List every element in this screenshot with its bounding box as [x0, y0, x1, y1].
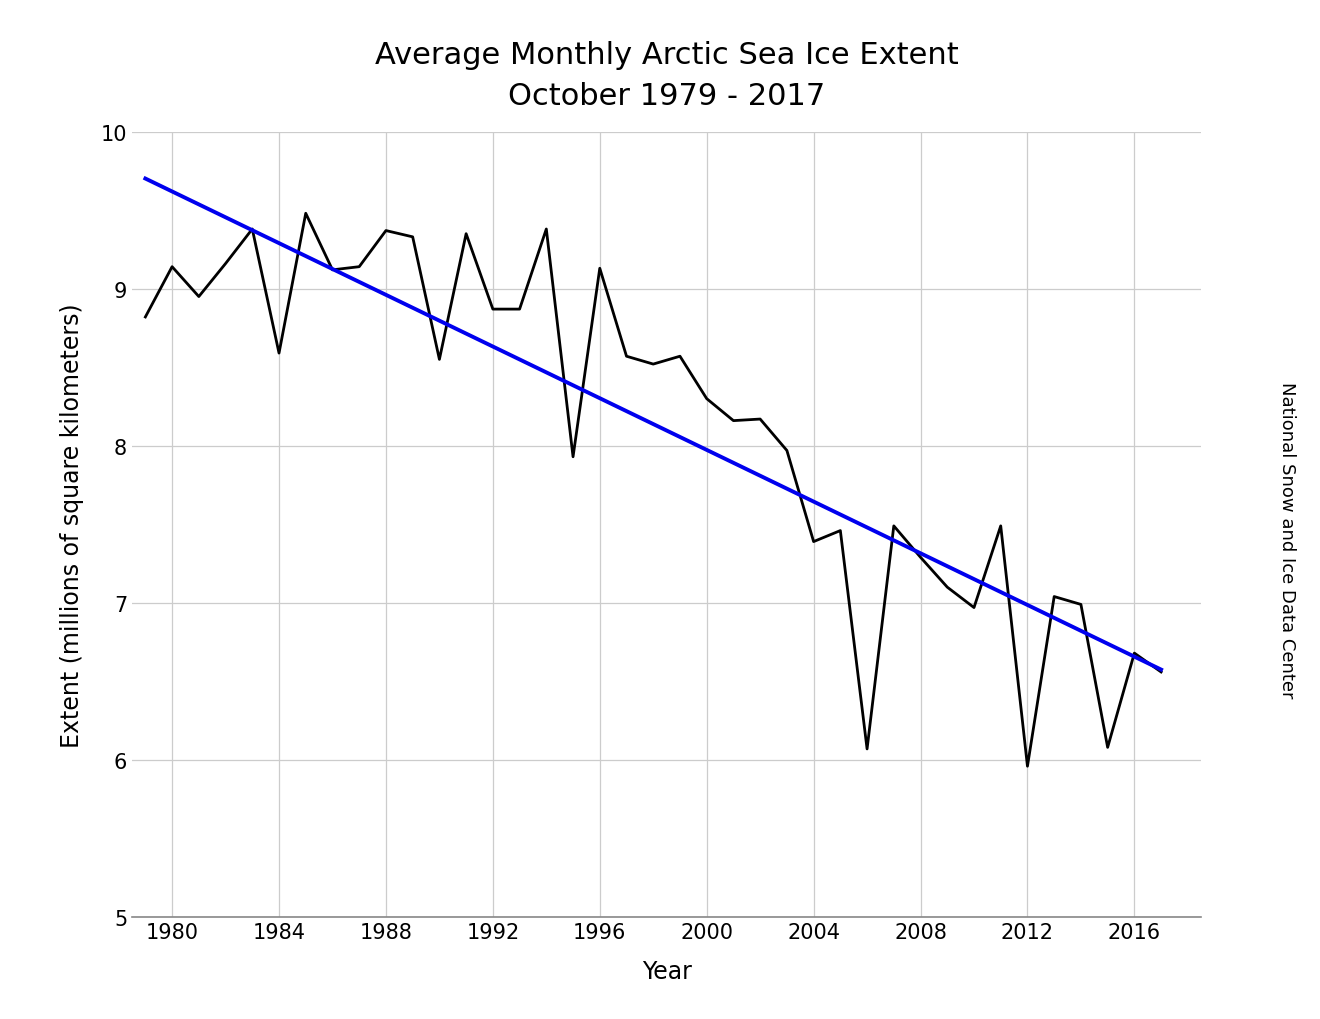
Title: Average Monthly Arctic Sea Ice Extent
October 1979 - 2017: Average Monthly Arctic Sea Ice Extent Oc… — [375, 42, 958, 111]
Y-axis label: Extent (millions of square kilometers): Extent (millions of square kilometers) — [59, 303, 84, 747]
Text: National Snow and Ice Data Center: National Snow and Ice Data Center — [1278, 382, 1296, 698]
X-axis label: Year: Year — [642, 959, 692, 982]
